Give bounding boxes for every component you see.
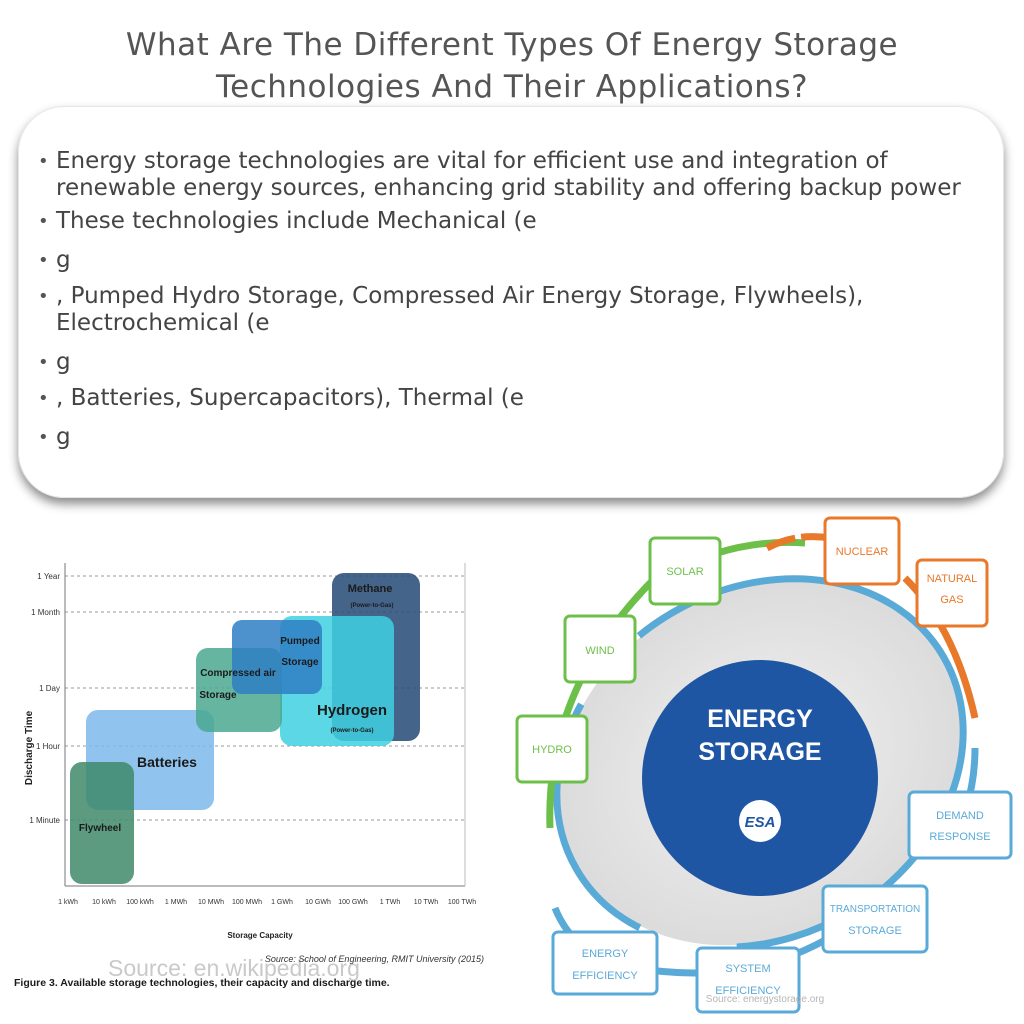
left-watermark: Source: en.wikipedia.org bbox=[108, 955, 360, 981]
bullet-item: , Batteries, Supercapacitors), Thermal (… bbox=[38, 385, 983, 412]
figure-source: Source: School of Engineering, RMIT Univ… bbox=[265, 954, 484, 964]
hydrogen-sublabel: (Power-to-Gas) bbox=[330, 728, 373, 734]
bullet-list: Energy storage technologies are vital fo… bbox=[38, 148, 983, 451]
node-label: NATURAL bbox=[927, 573, 978, 585]
node-label: HYDRO bbox=[532, 744, 572, 756]
node-system-efficiency: SYSTEM EFFICIENCY bbox=[695, 946, 801, 1014]
node-label: RESPONSE bbox=[929, 831, 990, 843]
renewables-arc bbox=[546, 575, 658, 829]
y-tick-label: 1 Year bbox=[37, 572, 60, 581]
flywheel-label: Flywheel bbox=[79, 823, 121, 834]
node-energy-efficiency: ENERGY EFFICIENCY bbox=[551, 930, 659, 996]
pumped-storage-block bbox=[232, 620, 322, 694]
page-title: What Are The Different Types Of Energy S… bbox=[125, 27, 899, 105]
y-tick-label: 1 Minute bbox=[29, 816, 60, 825]
energy-storage-circle bbox=[642, 660, 878, 896]
x-tick-label: 1 kWh bbox=[58, 899, 78, 906]
right-watermark: Source: energystorage.org bbox=[706, 994, 824, 1005]
node-demand-response: DEMAND RESPONSE bbox=[907, 790, 1013, 860]
flywheel-block bbox=[70, 762, 134, 884]
bullet-item: g bbox=[38, 247, 983, 274]
node-label: EFFICIENCY bbox=[715, 985, 781, 997]
y-tick-label: 1 Day bbox=[39, 684, 60, 693]
node-hydro: HYDRO bbox=[515, 714, 589, 784]
node-label: WIND bbox=[585, 645, 614, 657]
node-label: STORAGE bbox=[848, 925, 902, 937]
x-tick-label: 1 GWh bbox=[271, 899, 293, 906]
node-label: ENERGY bbox=[582, 948, 629, 960]
center-title-line1: ENERGY bbox=[707, 705, 813, 733]
esa-logo bbox=[739, 800, 781, 842]
node-label: DEMAND bbox=[936, 810, 984, 822]
x-tick-label: 1 TWh bbox=[380, 899, 401, 906]
storage-label: Storage bbox=[281, 657, 319, 668]
node-nuclear: NUCLEAR bbox=[823, 516, 901, 586]
bullet-item: g bbox=[38, 349, 983, 376]
batteries-label: Batteries bbox=[137, 754, 197, 770]
hydrogen-label: Hydrogen bbox=[317, 702, 387, 719]
x-tick-label: 10 MWh bbox=[198, 899, 224, 906]
x-tick-label: 10 TWh bbox=[414, 899, 438, 906]
energy-storage-ring-figure: ENERGY STORAGE ESA SOLAR NUCLEAR NATURAL… bbox=[515, 516, 1013, 1014]
bullet-item: Energy storage technologies are vital fo… bbox=[38, 148, 983, 202]
node-solar: SOLAR bbox=[648, 536, 722, 606]
methane-label: Methane bbox=[348, 583, 393, 595]
y-tick-label: 1 Hour bbox=[36, 742, 60, 751]
pumped-label: Pumped bbox=[280, 636, 319, 647]
y-tick-label: 1 Month bbox=[31, 608, 60, 617]
x-tick-label: 100 MWh bbox=[232, 899, 262, 906]
node-label: SOLAR bbox=[666, 566, 703, 578]
x-tick-label: 100 GWh bbox=[338, 899, 368, 906]
node-label: SYSTEM bbox=[725, 963, 770, 975]
storage-technologies-figure: 1 Year 1 Month 1 Day 1 Hour 1 Minute Dis… bbox=[10, 548, 500, 1008]
methane-sublabel: (Power-to-Gas) bbox=[350, 603, 393, 609]
node-transportation-storage: TRANSPORTATION STORAGE bbox=[821, 884, 929, 954]
x-tick-label: 100 TWh bbox=[448, 899, 476, 906]
x-ticks: 1 kWh 10 kWh 100 kWh 1 MWh 10 MWh 100 MW… bbox=[58, 899, 476, 906]
figure-caption: Figure 3. Available storage technologies… bbox=[14, 977, 390, 989]
node-label: GAS bbox=[940, 594, 963, 606]
node-wind: WIND bbox=[563, 614, 637, 684]
node-label: TRANSPORTATION bbox=[830, 904, 921, 915]
bullet-item: , Pumped Hydro Storage, Compressed Air E… bbox=[38, 283, 983, 337]
bullet-item: g bbox=[38, 424, 983, 451]
node-natural-gas: NATURAL GAS bbox=[915, 558, 989, 628]
center-title-line2: STORAGE bbox=[698, 738, 821, 766]
x-tick-label: 100 kWh bbox=[126, 899, 154, 906]
compressed-storage-label: Storage bbox=[199, 690, 237, 701]
bullet-item: These technologies include Mechanical (e bbox=[38, 208, 983, 235]
y-ticks: 1 Year 1 Month 1 Day 1 Hour 1 Minute bbox=[29, 572, 60, 825]
x-tick-label: 10 GWh bbox=[305, 899, 331, 906]
node-label: EFFICIENCY bbox=[572, 970, 638, 982]
x-tick-label: 1 MWh bbox=[165, 899, 187, 906]
x-tick-label: 10 kWh bbox=[92, 899, 116, 906]
summary-card: Energy storage technologies are vital fo… bbox=[18, 106, 1004, 498]
esa-logo-text: ESA bbox=[745, 814, 776, 831]
x-axis-label: Storage Capacity bbox=[227, 931, 293, 940]
compressed-air-label: Compressed air bbox=[200, 668, 276, 679]
node-label: NUCLEAR bbox=[836, 546, 889, 558]
y-axis-label: Discharge Time bbox=[24, 710, 35, 785]
